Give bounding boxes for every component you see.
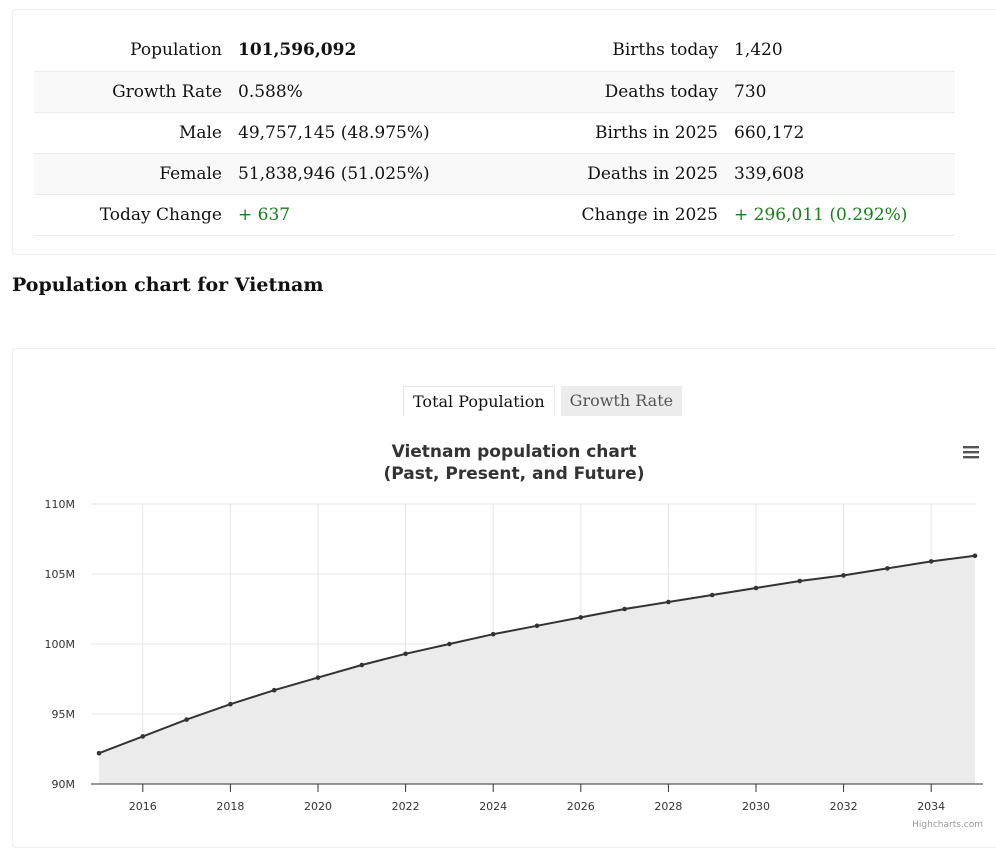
stat-label: Female [159,163,222,184]
stat-label: Population [130,40,222,61]
stats-card: Population 101,596,092 Births today 1,420 Gr… [12,9,996,255]
stat-label: Today Change [99,204,222,225]
data-point[interactable] [359,662,365,668]
chart-subtitle: (Past, Present, and Future) [384,464,645,484]
stat-value: + 296,011 (0.292%) [734,204,908,225]
x-tick-label: 2018 [216,800,244,813]
data-point[interactable] [578,615,584,620]
data-point[interactable] [534,623,540,629]
stat-value: 49,757,145 (48.975%) [238,122,430,143]
stat-value: 730 [734,81,767,102]
stat-value: + 637 [238,204,291,225]
stat-value: 51,838,946 (51.025%) [238,163,430,184]
stat-value: 101,596,092 [238,40,357,61]
x-tick-label: 2020 [304,800,332,813]
data-point[interactable] [972,553,978,559]
stats-row: Growth Rate 0.588% Deaths today 730 [34,71,955,112]
stats-row: Population 101,596,092 Births today 1,420 [34,30,955,71]
data-point[interactable] [666,599,671,605]
y-axis: 90M 95M 100M 105M 110M [45,498,76,791]
x-tick-label: 2024 [479,800,507,813]
population-chart: Vietnam population chart (Past, Present,… [45,442,983,830]
chart-tabs: Total Population Growth Rate [403,386,683,416]
x-tick-label: 2028 [654,800,682,813]
stat-label: Deaths today [604,81,718,102]
chart-card: Total Population Growth Rate Vietnam pop… [12,348,996,848]
stat-label: Growth Rate [112,81,222,102]
x-tick-label: 2026 [567,800,595,813]
stat-value: 1,420 [734,40,783,61]
stat-label: Deaths in 2025 [587,163,718,184]
data-point[interactable] [271,687,277,693]
data-point[interactable] [797,578,803,584]
chart-credits[interactable]: Highcharts.com [912,820,983,830]
data-point[interactable] [490,631,496,637]
data-point[interactable] [96,750,102,756]
stat-label: Births today [612,40,718,61]
data-point[interactable] [928,559,934,564]
x-tick-label: 2032 [830,800,858,813]
data-point[interactable] [885,566,890,571]
data-point[interactable] [140,734,146,739]
chart-title: Vietnam population chart [392,442,637,462]
x-tick-label: 2034 [917,800,945,813]
y-tick-label: 100M [45,638,76,651]
stats-row: Today Change + 637 Change in 2025 + 296,011… [34,194,955,235]
stat-value: 0.588% [238,81,303,102]
stats-row: Male 49,757,145 (48.975%) Births in 2025 66… [34,112,955,153]
y-tick-label: 110M [45,498,76,511]
tab-growth-rate[interactable]: Growth Rate [560,386,683,416]
data-point[interactable] [184,717,189,722]
x-tick-label: 2022 [392,800,420,813]
stat-label: Births in 2025 [594,122,718,143]
data-point[interactable] [315,675,321,680]
section-title: Population chart for Vietnam [12,274,324,296]
data-point[interactable] [228,701,233,707]
x-tick-label: 2016 [129,800,157,813]
data-point[interactable] [622,606,627,612]
stat-label: Male [178,122,222,143]
stat-label: Change in 2025 [581,204,718,225]
hamburger-menu-icon[interactable] [959,443,981,461]
y-tick-label: 95M [52,708,76,721]
stats-table: Population 101,596,092 Births today 1,420 Gr… [34,30,955,236]
data-point[interactable] [709,592,715,598]
tab-total-population[interactable]: Total Population [403,386,555,416]
stat-value: 660,172 [734,122,805,143]
data-point[interactable] [447,641,452,647]
data-point[interactable] [403,651,408,657]
x-tick-label: 2030 [742,800,770,813]
chart-points [96,553,978,756]
stat-value: 339,608 [734,163,805,184]
data-point[interactable] [841,573,846,578]
y-tick-label: 105M [45,568,76,581]
y-tick-label: 90M [52,778,76,791]
x-axis: 2016 2018 2020 2022 2024 2026 2028 2030 2032 2034 [91,783,983,813]
series-area [99,555,975,784]
stats-row: Female 51,838,946 (51.025%) Deaths in 2025… [34,153,955,194]
data-point[interactable] [753,585,759,591]
